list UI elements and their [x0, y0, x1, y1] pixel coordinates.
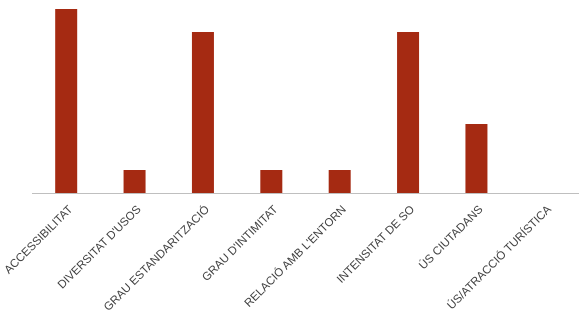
x-tick-label-5: INTENSITAT DE SO	[335, 204, 417, 286]
bar-5	[397, 32, 420, 193]
bars-group	[55, 9, 488, 193]
x-tick-label-3: GRAU D'INTIMITAT	[200, 204, 280, 284]
bar-4	[328, 170, 351, 193]
bar-6	[465, 124, 488, 193]
bar-2	[191, 32, 214, 193]
bar-3	[260, 170, 283, 193]
bar-0	[55, 9, 78, 193]
x-tick-label-0: ACCESSIBILITAT	[2, 204, 75, 277]
bar-1	[123, 170, 146, 193]
x-tick-label-6: ÚS CIUTADANS	[416, 203, 485, 272]
